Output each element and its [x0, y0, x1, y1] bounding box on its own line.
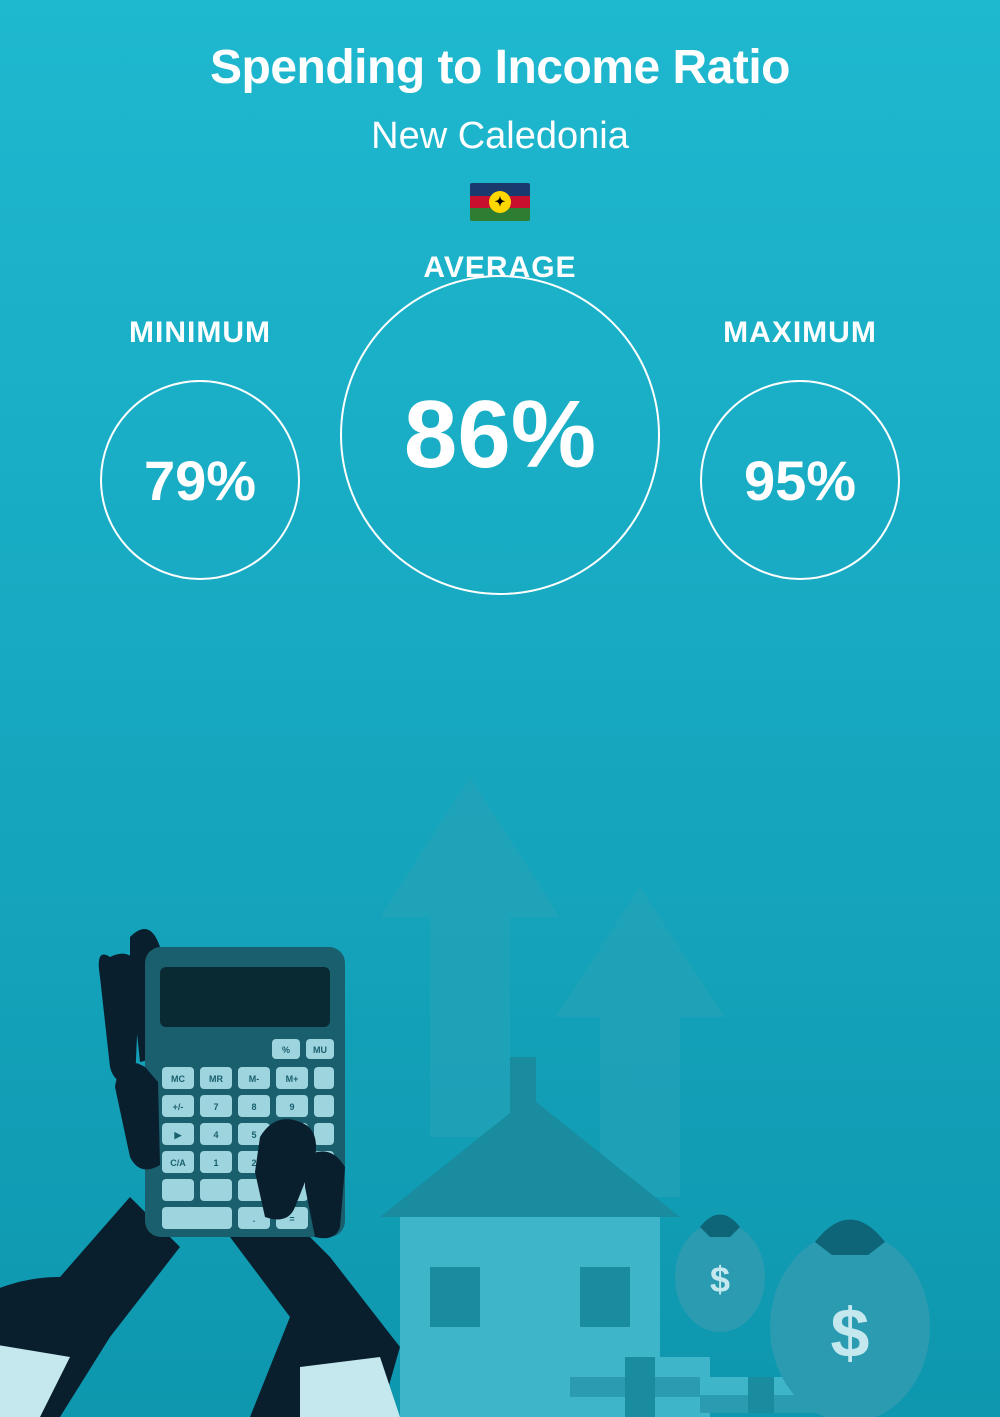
stat-average: AVERAGE 86% — [340, 251, 660, 595]
svg-text:C/A: C/A — [170, 1158, 186, 1168]
svg-text:.: . — [253, 1214, 256, 1224]
hands-calculator-icon: % MU MC MR M- M+ +/- 7 8 9 ▶ 4 5 6 C/A 1 2 3 . = — [0, 929, 400, 1417]
stat-maximum-value: 95% — [744, 448, 856, 513]
svg-text:M-: M- — [249, 1074, 260, 1084]
page-title: Spending to Income Ratio — [0, 40, 1000, 95]
svg-text:9: 9 — [289, 1102, 294, 1112]
money-bag-small-icon: $ — [675, 1215, 765, 1333]
growth-arrows-icon — [380, 777, 725, 1197]
svg-text:=: = — [289, 1214, 294, 1224]
money-stack-icon — [570, 1357, 820, 1417]
money-bag-large-icon: $ — [770, 1220, 930, 1417]
svg-text:▶: ▶ — [174, 1130, 183, 1140]
svg-text:3: 3 — [289, 1158, 294, 1168]
stat-minimum-value: 79% — [144, 448, 256, 513]
svg-text:6: 6 — [289, 1130, 294, 1140]
stat-maximum-circle: 95% — [700, 380, 900, 580]
svg-text:4: 4 — [213, 1130, 218, 1140]
header: Spending to Income Ratio New Caledonia ✦ — [0, 0, 1000, 221]
stat-minimum-label: MINIMUM — [129, 316, 271, 350]
stat-maximum-label: MAXIMUM — [723, 316, 877, 350]
stats-row: MINIMUM 79% AVERAGE 86% MAXIMUM 95% — [0, 301, 1000, 595]
svg-text:$: $ — [831, 1294, 870, 1372]
page-subtitle: New Caledonia — [0, 115, 1000, 158]
stat-average-circle: 86% — [340, 275, 660, 595]
svg-text:MC: MC — [171, 1074, 185, 1084]
svg-text:7: 7 — [213, 1102, 218, 1112]
stat-minimum: MINIMUM 79% — [100, 316, 300, 580]
stat-average-value: 86% — [404, 380, 596, 490]
svg-text:MR: MR — [209, 1074, 223, 1084]
flag-emblem: ✦ — [489, 191, 511, 213]
stat-maximum: MAXIMUM 95% — [700, 316, 900, 580]
svg-text:8: 8 — [251, 1102, 256, 1112]
illustration: $ $ — [0, 717, 1000, 1417]
flag-icon: ✦ — [470, 183, 530, 221]
svg-text:M+: M+ — [286, 1074, 299, 1084]
svg-text:5: 5 — [251, 1130, 256, 1140]
svg-text:$: $ — [710, 1259, 730, 1300]
house-icon — [380, 1057, 680, 1417]
svg-text:1: 1 — [213, 1158, 218, 1168]
svg-text:2: 2 — [251, 1158, 256, 1168]
svg-text:MU: MU — [313, 1045, 327, 1055]
svg-text:%: % — [282, 1045, 290, 1055]
stat-minimum-circle: 79% — [100, 380, 300, 580]
svg-text:+/-: +/- — [173, 1102, 184, 1112]
